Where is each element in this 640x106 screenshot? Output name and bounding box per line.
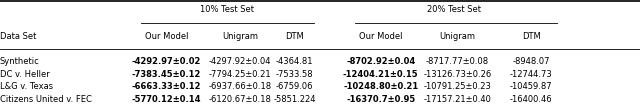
Text: -7794.25±0.21: -7794.25±0.21 [209, 70, 271, 79]
Text: DTM: DTM [522, 32, 541, 40]
Text: -7533.58: -7533.58 [276, 70, 313, 79]
Text: DC v. Heller: DC v. Heller [0, 70, 50, 79]
Text: -16400.46: -16400.46 [510, 95, 552, 104]
Text: -13126.73±0.26: -13126.73±0.26 [424, 70, 492, 79]
Text: Citizens United v. FEC: Citizens United v. FEC [0, 95, 92, 104]
Text: -12404.21±0.15: -12404.21±0.15 [343, 70, 419, 79]
Text: -6120.67±0.18: -6120.67±0.18 [209, 95, 271, 104]
Text: -5851.224: -5851.224 [273, 95, 316, 104]
Text: Data Set: Data Set [0, 32, 36, 40]
Text: -10791.25±0.23: -10791.25±0.23 [424, 82, 492, 91]
Text: -6937.66±0.18: -6937.66±0.18 [209, 82, 271, 91]
Text: DTM: DTM [285, 32, 304, 40]
Text: -12744.73: -12744.73 [510, 70, 552, 79]
Text: -10248.80±0.21: -10248.80±0.21 [343, 82, 419, 91]
Text: -5770.12±0.14: -5770.12±0.14 [132, 95, 201, 104]
Text: L&G v. Texas: L&G v. Texas [0, 82, 53, 91]
Text: -4297.92±0.04: -4297.92±0.04 [209, 57, 271, 66]
Text: -6663.33±0.12: -6663.33±0.12 [132, 82, 201, 91]
Text: Our Model: Our Model [359, 32, 403, 40]
Text: -7383.45±0.12: -7383.45±0.12 [132, 70, 201, 79]
Text: -10459.87: -10459.87 [510, 82, 552, 91]
Text: -4292.97±0.02: -4292.97±0.02 [132, 57, 201, 66]
Text: -4364.81: -4364.81 [276, 57, 313, 66]
Text: 10% Test Set: 10% Test Set [200, 5, 254, 14]
Text: Our Model: Our Model [145, 32, 188, 40]
Text: Synthetic: Synthetic [0, 57, 40, 66]
Text: -16370.7±0.95: -16370.7±0.95 [346, 95, 415, 104]
Text: Unigram: Unigram [440, 32, 476, 40]
Text: -17157.21±0.40: -17157.21±0.40 [424, 95, 492, 104]
Text: -6759.06: -6759.06 [276, 82, 313, 91]
Text: -8717.77±0.08: -8717.77±0.08 [426, 57, 489, 66]
Text: -8948.07: -8948.07 [513, 57, 550, 66]
Text: Unigram: Unigram [222, 32, 258, 40]
Text: -8702.92±0.04: -8702.92±0.04 [346, 57, 415, 66]
Text: 20% Test Set: 20% Test Set [428, 5, 481, 14]
